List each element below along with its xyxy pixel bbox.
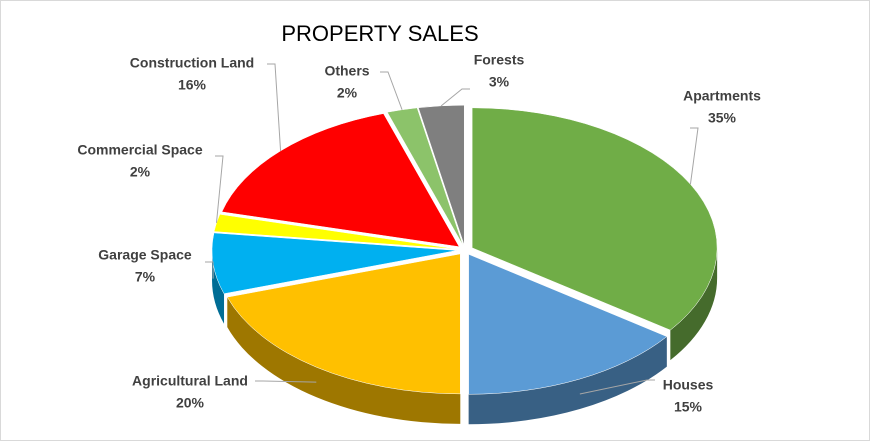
data-label-value: 20%: [176, 395, 205, 411]
leader-line: [380, 71, 403, 110]
data-label-value: 2%: [337, 85, 358, 101]
slice-side: [670, 247, 718, 361]
slice: [471, 107, 718, 331]
data-label-name: Agricultural Land: [132, 373, 248, 389]
chart-title: PROPERTY SALES: [281, 21, 478, 46]
slice: [386, 107, 464, 246]
slice: [213, 214, 458, 250]
leader-line: [267, 63, 282, 151]
slice: [221, 113, 460, 248]
leader-line: [255, 380, 317, 383]
data-label-value: 2%: [130, 164, 151, 180]
data-label-value: 35%: [708, 110, 737, 126]
data-label-value: 16%: [178, 77, 207, 93]
slice-side: [468, 336, 667, 425]
slice: [226, 253, 461, 395]
data-label-value: 15%: [674, 399, 703, 415]
data-label-name: Houses: [663, 377, 714, 393]
slice: [468, 253, 668, 395]
data-label-name: Others: [324, 63, 369, 79]
data-label-name: Construction Land: [130, 55, 254, 71]
leader-line: [215, 155, 224, 223]
leader-line: [440, 88, 470, 107]
data-label-name: Garage Space: [98, 247, 192, 263]
leader-line: [579, 379, 655, 395]
data-label-value: 7%: [135, 269, 156, 285]
data-label-name: Forests: [474, 52, 525, 68]
slice-side: [212, 250, 225, 324]
data-label-value: 3%: [489, 74, 510, 90]
leader-line: [689, 127, 699, 185]
data-label-name: Apartments: [683, 88, 761, 104]
leader-line: [205, 261, 214, 279]
data-label-name: Commercial Space: [77, 142, 202, 158]
slice-side: [227, 297, 461, 424]
